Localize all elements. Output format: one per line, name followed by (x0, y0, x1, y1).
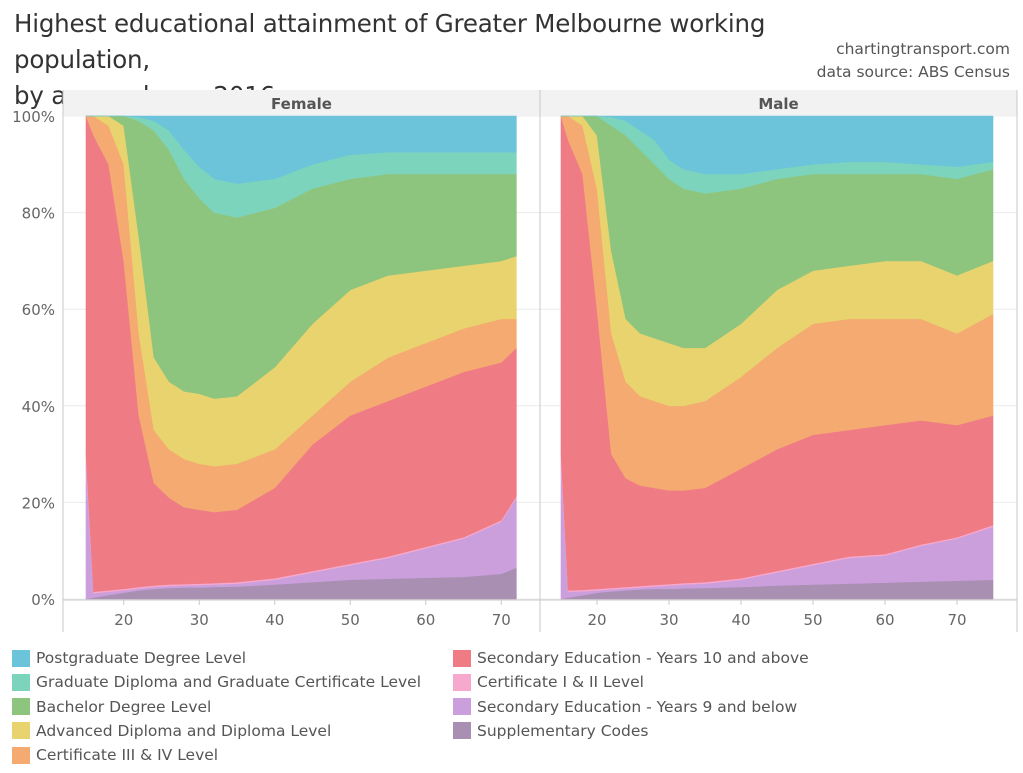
legend-label: Secondary Education - Years 10 and above (477, 649, 809, 667)
legend-swatch (453, 673, 471, 691)
x-tick-label: 60 (875, 611, 894, 629)
y-tick-label: 60% (22, 301, 55, 319)
legend-label: Supplementary Codes (477, 721, 649, 740)
facet-label: Female (271, 95, 332, 113)
legend-swatch (12, 673, 30, 691)
legend-swatch (12, 746, 30, 764)
facet-header-male (540, 90, 1017, 116)
chart-legend: Postgraduate Degree Level Graduate Diplom… (12, 648, 1012, 770)
x-tick-label: 60 (416, 611, 435, 629)
facet-areas-male (560, 115, 994, 600)
chart-title: Highest educational attainment of Greate… (14, 6, 814, 114)
data-source-text: data source: ABS Census (816, 63, 1010, 81)
legend-swatch (453, 698, 471, 716)
legend-swatch (453, 649, 471, 667)
legend-item-secondary-education-years-10-and-above: Secondary Education - Years 10 and above (453, 648, 809, 668)
x-tick-label: 50 (803, 611, 822, 629)
legend-swatch (12, 649, 30, 667)
legend-item-postgraduate-degree-level: Postgraduate Degree Level (12, 648, 246, 668)
y-tick-label: 100% (12, 108, 55, 126)
legend-label: Certificate I & II Level (477, 673, 644, 692)
x-tick-label: 20 (114, 611, 133, 629)
legend-item-certificate-iii-iv-level: Certificate III & IV Level (12, 745, 218, 765)
legend-label: Advanced Diploma and Diploma Level (36, 721, 332, 740)
area-postgraduate-degree-level-male (560, 115, 994, 175)
x-tick-label: 40 (265, 611, 284, 629)
facet-areas-female (85, 115, 517, 600)
legend-item-secondary-education-years-9-and-below: Secondary Education - Years 9 and below (453, 697, 797, 717)
legend-label: Postgraduate Degree Level (36, 649, 247, 667)
x-tick-label: 30 (190, 611, 209, 629)
credit-text: chartingtransport.com (836, 40, 1010, 58)
x-tick-label: 50 (341, 611, 360, 629)
stacked-area-chart: 0% 20% 40% 60% 80% 100% Female 20 30 40 50 60 70 Male… (12, 90, 1018, 632)
y-tick-label: 0% (31, 591, 55, 609)
legend-label: Bachelor Degree Level (36, 697, 212, 716)
x-tick-label: 70 (492, 611, 511, 629)
legend-swatch (12, 722, 30, 740)
x-tick-label: 20 (587, 611, 606, 629)
y-tick-label: 80% (22, 205, 55, 223)
facet-label: Male (758, 95, 798, 113)
legend-item-certificate-i-ii-level: Certificate I & II Level (453, 672, 644, 692)
legend-item-bachelor-degree-level: Bachelor Degree Level (12, 697, 211, 717)
area-postgraduate-degree-level-female (85, 115, 517, 184)
x-tick-label: 40 (731, 611, 750, 629)
facet-header-female (63, 90, 540, 116)
legend-swatch (12, 698, 30, 716)
legend-swatch (453, 722, 471, 740)
y-tick-label: 40% (22, 398, 55, 416)
y-tick-label: 20% (22, 494, 55, 512)
legend-label: Secondary Education - Years 9 and below (477, 697, 798, 716)
legend-label: Graduate Diploma and Graduate Certificat… (36, 673, 422, 692)
legend-item-advanced-diploma-and-diploma-level: Advanced Diploma and Diploma Level (12, 721, 331, 741)
legend-item-supplementary-codes: Supplementary Codes (453, 721, 648, 741)
chart-title-line1: Highest educational attainment of Greate… (14, 9, 766, 74)
x-tick-label: 70 (947, 611, 966, 629)
legend-item-graduate-diploma-and-graduate-certificate-level: Graduate Diploma and Graduate Certificat… (12, 672, 421, 692)
legend-label: Certificate III & IV Level (36, 746, 219, 765)
x-tick-label: 30 (659, 611, 678, 629)
